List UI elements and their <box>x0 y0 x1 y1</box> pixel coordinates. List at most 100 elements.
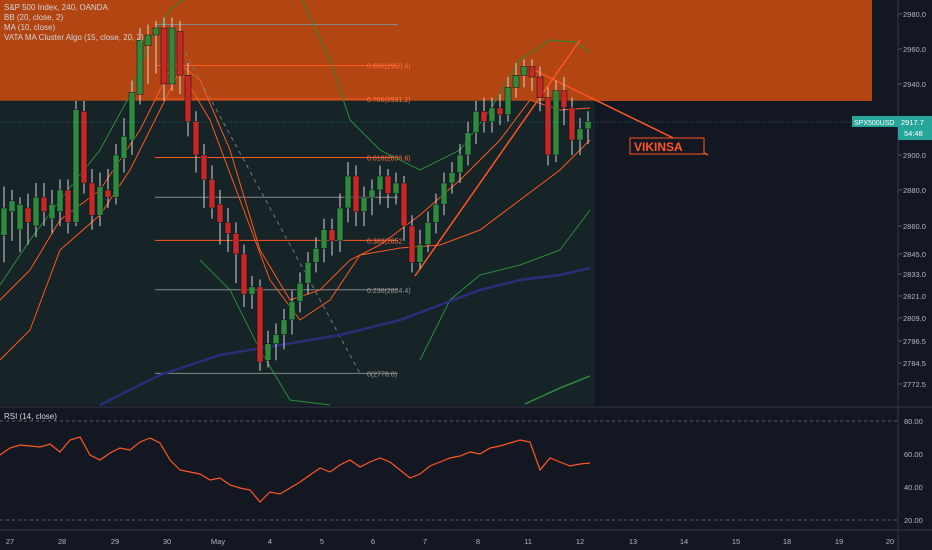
candle-body <box>224 222 232 234</box>
candle-body <box>64 189 72 223</box>
candle-body <box>56 189 64 212</box>
price-tick-label: 2860.0 <box>903 222 926 231</box>
candle-body <box>256 286 264 363</box>
time-tick-label: 19 <box>835 537 843 546</box>
candle-body <box>192 121 200 156</box>
candle-body <box>168 27 176 85</box>
legend-vata: VATA MA Cluster Algo (15, close, 20, 2) <box>4 33 144 42</box>
candle-body <box>8 200 16 212</box>
candle-body <box>528 66 536 78</box>
time-tick-label: 30 <box>163 537 171 546</box>
price-tick-label: 2940.0 <box>903 80 926 89</box>
candle-body <box>416 244 424 263</box>
legend-ma: MA (10, close) <box>4 23 56 32</box>
price-tick-label: 2784.5 <box>903 359 926 368</box>
candle-body <box>304 262 312 284</box>
candle-body <box>72 109 80 223</box>
candle-body <box>296 282 304 302</box>
candle-body <box>448 172 456 184</box>
rsi-tick-label: 60.00 <box>904 450 923 459</box>
time-tick-label: 18 <box>783 537 791 546</box>
candle-body <box>536 76 544 98</box>
candle-body <box>152 27 160 36</box>
time-tick-label: 5 <box>320 537 324 546</box>
candle-body <box>344 175 352 209</box>
candle-body <box>472 111 480 133</box>
candle-body <box>384 175 392 194</box>
candle-body <box>16 204 24 230</box>
candle-body <box>208 179 216 209</box>
long-ma-line <box>99 266 591 407</box>
candle-body <box>336 207 344 242</box>
vata-line <box>524 375 591 405</box>
candle-body <box>504 87 512 115</box>
candle-body <box>328 229 336 242</box>
bb-lower-right <box>419 209 591 361</box>
price-tag-countdown: 54:48 <box>904 129 923 138</box>
time-tick-label: 15 <box>732 537 740 546</box>
zone-gap <box>872 0 898 101</box>
candle-body <box>312 248 320 263</box>
candle-body <box>376 175 384 191</box>
price-tag-value: 2917.7 <box>901 118 924 127</box>
price-tick-label: 2796.5 <box>903 337 926 346</box>
candle-body <box>440 182 448 205</box>
candle-body <box>80 111 88 184</box>
candle-body <box>216 204 224 223</box>
candle-body <box>488 107 496 122</box>
price-tag-bg <box>898 116 932 140</box>
rsi-line <box>0 436 591 503</box>
time-tick-label: 28 <box>58 537 66 546</box>
time-tick-label: 12 <box>576 537 584 546</box>
candle-body <box>200 154 208 180</box>
fib-label: 0.236(2824.4) <box>367 288 411 295</box>
legend-title: S&P 500 Index, 240, OANDA <box>4 3 108 12</box>
candle-body <box>400 182 408 227</box>
watermark-text: VIKINSA <box>634 140 683 154</box>
candle-body <box>352 175 360 212</box>
candle-body <box>136 40 144 95</box>
fib-label: 0.886(2950.6) <box>367 63 411 70</box>
time-tick-label: 20 <box>886 537 894 546</box>
candle-body <box>552 90 560 156</box>
candle-body <box>272 334 280 344</box>
candle-body <box>520 66 528 76</box>
candle-body <box>496 107 504 115</box>
candle-body <box>360 196 368 212</box>
candle-body <box>0 207 8 236</box>
time-tick-label: May <box>211 537 225 546</box>
time-tick-label: 6 <box>371 537 375 546</box>
candle-body <box>40 196 48 212</box>
price-tick-label: 2880.0 <box>903 186 926 195</box>
price-tick-label: 2821.0 <box>903 292 926 301</box>
candle-body <box>24 207 32 223</box>
fib-label: 0(2778.6) <box>367 371 397 378</box>
candle-body <box>88 182 96 216</box>
candle-body <box>264 343 272 361</box>
watermark-box <box>629 137 705 155</box>
candle-body <box>248 286 256 295</box>
candle-body <box>240 253 248 295</box>
price-tick-label: 2809.0 <box>903 314 926 323</box>
candle-body <box>96 186 104 216</box>
rsi-legend: RSI (14, close) <box>4 412 57 421</box>
legend-bb: BB (20, close, 2) <box>4 13 64 22</box>
fib-label: 0.618(2898.6) <box>367 155 411 162</box>
candle-body <box>176 31 184 76</box>
price-tick-label: 2833.0 <box>903 270 926 279</box>
time-tick-label: 7 <box>423 537 427 546</box>
price-tag-symbol: SPX500USD <box>854 120 894 127</box>
candle-body <box>408 225 416 263</box>
candle-body <box>184 75 192 122</box>
candle-body <box>544 97 552 156</box>
price-tick-label: 2772.5 <box>903 380 926 389</box>
time-tick-label: 4 <box>268 537 272 546</box>
price-tag-symbol-bg <box>852 116 898 127</box>
candle-body <box>512 75 520 88</box>
candle-body <box>120 136 128 159</box>
candle-body <box>392 182 400 194</box>
candle-body <box>480 111 488 122</box>
candle-body <box>232 233 240 255</box>
time-tick-label: 29 <box>111 537 119 546</box>
